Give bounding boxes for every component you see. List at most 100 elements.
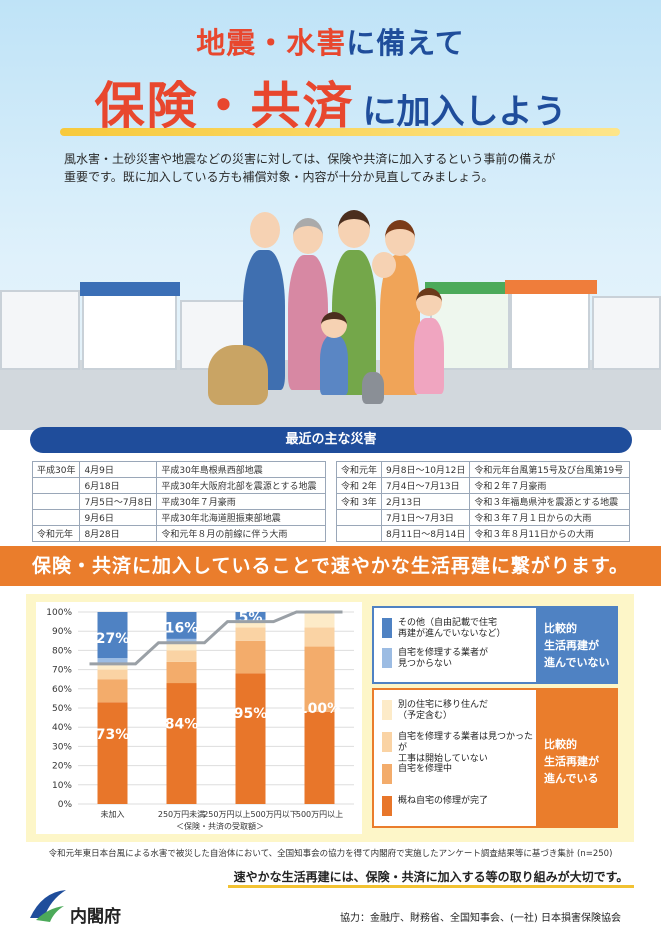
baby-head (372, 252, 396, 278)
disaster-table-right: 令和元年 9月8日～10月12日 令和元年台風第15号及び台風第19号 令和 2年 7月… (335, 461, 630, 542)
cooperation-line: 協力：金融庁、財務省、全国知事会、(一社) 日本損害保険協会 (340, 913, 621, 924)
disaster-year: 令和 2年 (335, 477, 383, 494)
cabinet-office-name: 内閣府 (70, 907, 121, 927)
legend-swatch (382, 618, 392, 638)
y-tick-label: 20% (52, 762, 72, 772)
headline-disaster: 地震・水害 (196, 26, 347, 60)
bar-segment (235, 640, 266, 674)
disaster-row: 令和 3年 2月13日 令和３年福島県沖を震源とする地震 (335, 493, 630, 510)
disaster-year: 平成30年 (31, 461, 81, 478)
x-axis-label: ＜保険・共済の受取額＞ (176, 821, 264, 831)
disaster-name: 令和元年８月の前線に伴う大雨 (156, 525, 326, 542)
bar-segment (235, 673, 266, 804)
disaster-date: 4月9日 (79, 461, 158, 478)
disaster-year (335, 509, 383, 526)
disaster-year: 令和元年 (335, 461, 383, 478)
roof-blue (80, 282, 180, 296)
disaster-name: 平成30年大阪府北部を震源とする地震 (156, 477, 326, 494)
disaster-date: 2月13日 (381, 493, 471, 510)
progress-line (89, 610, 343, 666)
girl-figure (414, 318, 444, 394)
legend-label: その他（自由記載で住宅 再建が進んでいないなど） (398, 618, 506, 639)
bar-segment (304, 627, 335, 647)
bottom-message: 速やかな生活再建には、保険・共済に加入する等の取り組みが大切です。 (228, 866, 634, 888)
headline-prepare: に備えて (346, 26, 465, 60)
roof-orange (505, 280, 597, 294)
disaster-date: 8月28日 (79, 525, 158, 542)
house-left (0, 290, 80, 370)
bar-segment (166, 638, 197, 643)
disaster-row: 7月5日～7月8日 平成30年７月豪雨 (31, 493, 326, 510)
legend-group-yes: 比較的 生活再建が 進んでいる (544, 738, 599, 785)
roof-green (425, 282, 517, 294)
cabinet-logo-icon (30, 890, 66, 922)
legend-label: 別の住宅に移り住んだ （予定含む） (398, 700, 489, 721)
y-tick-label: 80% (52, 646, 72, 656)
disaster-name: 令和２年７月豪雨 (469, 477, 630, 494)
disaster-date: 8月11日～8月14日 (381, 525, 471, 542)
x-tick-label: 250万円未満 (158, 809, 205, 819)
chart-area: 0% 10% 20% 30% 40% 50% 60% 70% 80% 90% 100% 未加入 73% 2… (36, 602, 362, 834)
disaster-table-left: 平成30年 4月9日 平成30年島根県西部地震 6月18日 平成30年大阪府北部を震源と… (31, 461, 326, 542)
grandmother-head (293, 218, 323, 254)
disaster-row: 8月11日～8月14日 令和３年８月11日からの大雨 (335, 525, 630, 542)
disaster-row: 平成30年 4月9日 平成30年島根県西部地震 (31, 461, 326, 478)
headline-insurance: 保険・共済 (94, 77, 355, 135)
x-tick-label: 未加入 (101, 809, 125, 819)
y-tick-label: 40% (52, 723, 72, 733)
y-tick-label: 70% (52, 666, 72, 676)
dog-icon (208, 345, 268, 405)
bar-segment (235, 627, 266, 641)
y-tick-label: 10% (52, 781, 72, 791)
legend-label: 自宅を修理する業者は見つかったが 工事は開始していない (398, 732, 534, 764)
data-label-progress: 84% (165, 716, 199, 732)
bar-segment (304, 711, 335, 804)
disaster-row: 6月18日 平成30年大阪府北部を震源とする地震 (31, 477, 326, 494)
disaster-year (335, 525, 383, 542)
legend-swatch (382, 796, 392, 816)
disaster-year: 令和元年 (31, 525, 81, 542)
data-label-progress: 100% (298, 701, 341, 717)
data-label-not-progress: 5% (239, 610, 263, 626)
house-orange-roof (510, 290, 590, 370)
chart-footnote: 令和元年東日本台風による水害で被災した自治体において、全国知事会の協力を得て内閣… (48, 849, 613, 859)
headline-line1: 地震・水害に備えて (0, 20, 661, 62)
father-head (338, 210, 370, 248)
house-right (592, 296, 661, 370)
bar-segment (97, 663, 128, 670)
disaster-name: 平成30年島根県西部地震 (156, 461, 326, 478)
bar-segment (304, 612, 335, 628)
disaster-row: 令和元年 8月28日 令和元年８月の前線に伴う大雨 (31, 525, 326, 542)
disaster-name: 令和元年台風第15号及び台風第19号 (469, 461, 630, 478)
data-label-progress: 95% (234, 706, 268, 722)
y-tick-label: 30% (52, 742, 72, 752)
x-tick-label: 500万円以上 (296, 810, 343, 819)
intro-line-1: 風水害・土砂災害や地震などの災害に対しては、保険や共済に加入するという事前の備え… (64, 152, 556, 166)
disaster-year (31, 477, 81, 494)
cat-icon (362, 372, 384, 404)
legend-not-label-bg (536, 608, 616, 682)
disaster-date: 7月4日～7月13日 (381, 477, 471, 494)
bar-segment (166, 683, 197, 804)
bar-segment (235, 621, 266, 628)
legend-label: 自宅を修理する業者が 見つからない (398, 648, 489, 669)
legend-yes-label-bg (536, 690, 616, 826)
legend-swatch (382, 732, 392, 752)
bar-segment (166, 650, 197, 662)
disaster-name: 令和３年福島県沖を震源とする地震 (469, 493, 630, 510)
disaster-row: 令和 2年 7月4日～7月13日 令和２年７月豪雨 (335, 477, 630, 494)
bar-segment (97, 702, 128, 804)
disaster-row: 9月6日 平成30年北海道胆振東部地震 (31, 509, 326, 526)
bar-segment (304, 646, 335, 712)
house-blue-roof (82, 292, 177, 370)
boy-figure (320, 335, 348, 395)
boy-head (321, 312, 347, 338)
bar-segment (166, 612, 197, 639)
grandfather-head (250, 212, 280, 248)
mother-head (385, 220, 415, 256)
legend-label: 自宅を修理中 (398, 764, 453, 774)
bar-segment (166, 661, 197, 684)
disaster-name: 平成30年７月豪雨 (156, 493, 326, 510)
intro-text: 風水害・土砂災害や地震などの災害に対しては、保険や共済に加入するという事前の備え… (64, 150, 604, 186)
